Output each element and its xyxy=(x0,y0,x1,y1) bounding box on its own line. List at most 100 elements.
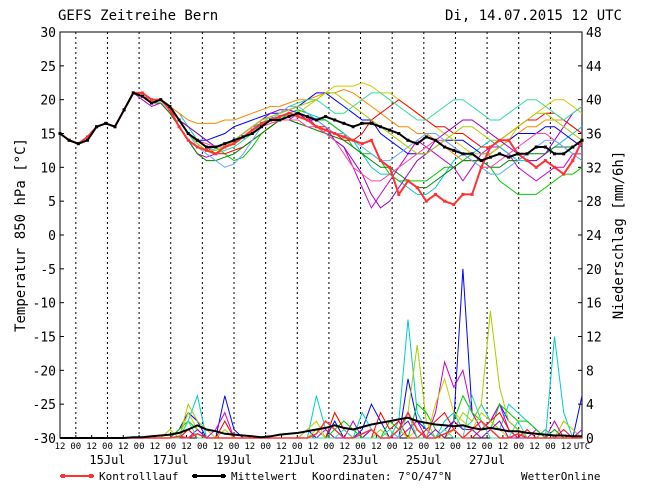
mean-point xyxy=(333,118,337,122)
mean-point xyxy=(479,159,483,163)
date-labels: 15Jul 17Jul 19Jul 21Jul 23Jul 25Jul 27Jul xyxy=(89,453,505,467)
mean-point xyxy=(140,94,144,98)
brand-label: WetterOnline xyxy=(521,470,600,483)
control-point xyxy=(305,118,309,122)
x-tick-label: 00 xyxy=(197,442,208,452)
mean-point xyxy=(406,138,410,142)
control-point xyxy=(250,128,254,132)
mean-point xyxy=(195,138,199,142)
mean-point xyxy=(250,132,254,135)
mean-point xyxy=(388,128,392,132)
mean-point xyxy=(186,132,190,135)
control-point xyxy=(479,165,483,169)
control-point xyxy=(562,172,566,176)
x-tick-label: 00 xyxy=(482,442,493,452)
mean-point xyxy=(534,145,538,149)
x-tick-label: 12 xyxy=(118,442,129,452)
control-point xyxy=(342,135,346,139)
legend-mean: Mittelwert xyxy=(192,470,297,483)
x-tick-label: 00 xyxy=(450,442,461,452)
mean-point xyxy=(305,115,309,119)
mean-point xyxy=(269,118,273,122)
left-tick-label: 20 xyxy=(40,94,56,109)
x-tick-label: 00 xyxy=(102,442,113,452)
mean-point xyxy=(58,132,62,135)
mean-point xyxy=(342,121,346,125)
x-tick-label: 12 xyxy=(529,442,540,452)
date-label: 17Jul xyxy=(153,453,189,467)
left-tick-label: 0 xyxy=(48,229,56,244)
right-tick-label: 20 xyxy=(586,263,602,278)
control-point xyxy=(85,135,89,139)
x-tick-label: 00 xyxy=(323,442,334,452)
mean-point xyxy=(324,115,328,119)
mean-point xyxy=(104,121,108,125)
left-tick-label: -20 xyxy=(33,364,56,379)
right-tick-label: 16 xyxy=(586,297,602,312)
x-tick-label: 12 xyxy=(308,442,319,452)
mean-point xyxy=(76,142,80,146)
date-label: 23Jul xyxy=(342,453,378,467)
right-tick-label: 44 xyxy=(586,60,602,75)
control-point xyxy=(223,145,227,149)
control-point xyxy=(324,128,328,132)
control-point xyxy=(424,199,428,203)
mean-point xyxy=(424,135,428,139)
date-label: 27Jul xyxy=(469,453,505,467)
x-tick-label: 00 xyxy=(260,442,271,452)
x-tick-label: 12 xyxy=(497,442,508,452)
mean-point xyxy=(85,138,89,142)
control-point xyxy=(259,121,263,125)
left-tick-label: -5 xyxy=(40,263,56,278)
mean-point xyxy=(205,145,209,149)
mean-point xyxy=(159,98,163,102)
mean-point xyxy=(507,155,511,159)
x-tick-label: 12 xyxy=(149,442,160,452)
mean-point xyxy=(314,118,318,122)
mean-point xyxy=(443,145,447,149)
control-point xyxy=(388,165,392,169)
x-tick-label: 12 xyxy=(276,442,287,452)
right-tick-label: 4 xyxy=(586,398,594,413)
mean-point xyxy=(433,138,437,142)
date-label: 25Jul xyxy=(406,453,442,467)
run-time: Di, 14.07.2015 12 UTC xyxy=(445,8,622,24)
x-tick-label: 00 xyxy=(387,442,398,452)
control-point xyxy=(195,145,199,149)
mean-point xyxy=(562,152,566,156)
right-tick-label: 12 xyxy=(586,331,602,346)
control-point xyxy=(571,159,575,163)
mean-point xyxy=(470,152,474,156)
x-axis-ticks: 12 00 12 00 12 00 12 00 12 00 12 00 12 00 12 00 12 00 12 00… xyxy=(55,435,590,452)
control-point xyxy=(525,159,529,163)
left-tick-label: -10 xyxy=(33,297,56,312)
mean-point xyxy=(67,138,71,142)
right-tick-label: 48 xyxy=(586,26,602,41)
x-tick-label: 00 xyxy=(355,442,366,452)
left-tick-label: 15 xyxy=(40,128,56,143)
control-point xyxy=(186,138,190,142)
mean-point xyxy=(278,118,282,122)
mean-point xyxy=(259,125,263,129)
control-point xyxy=(379,159,383,163)
control-point xyxy=(443,199,447,203)
precip-mean-line xyxy=(60,416,582,439)
control-point xyxy=(461,192,465,196)
x-tick-label: 00 xyxy=(292,442,303,452)
date-label: 21Jul xyxy=(279,453,315,467)
control-point xyxy=(543,159,547,163)
control-point xyxy=(314,125,318,129)
mean-point xyxy=(351,125,355,129)
x-tick-label: 12 xyxy=(55,442,66,452)
left-tick-label: -15 xyxy=(33,331,56,346)
x-tick-label: UTC xyxy=(574,442,590,452)
left-tick-label: 30 xyxy=(40,26,56,41)
mean-run xyxy=(58,91,584,163)
mean-point xyxy=(516,152,520,156)
temperature-mean-line xyxy=(59,91,583,162)
legend-mean-label: Mittelwert xyxy=(231,470,297,483)
mean-point xyxy=(369,121,373,125)
left-tick-label: -25 xyxy=(33,398,56,413)
